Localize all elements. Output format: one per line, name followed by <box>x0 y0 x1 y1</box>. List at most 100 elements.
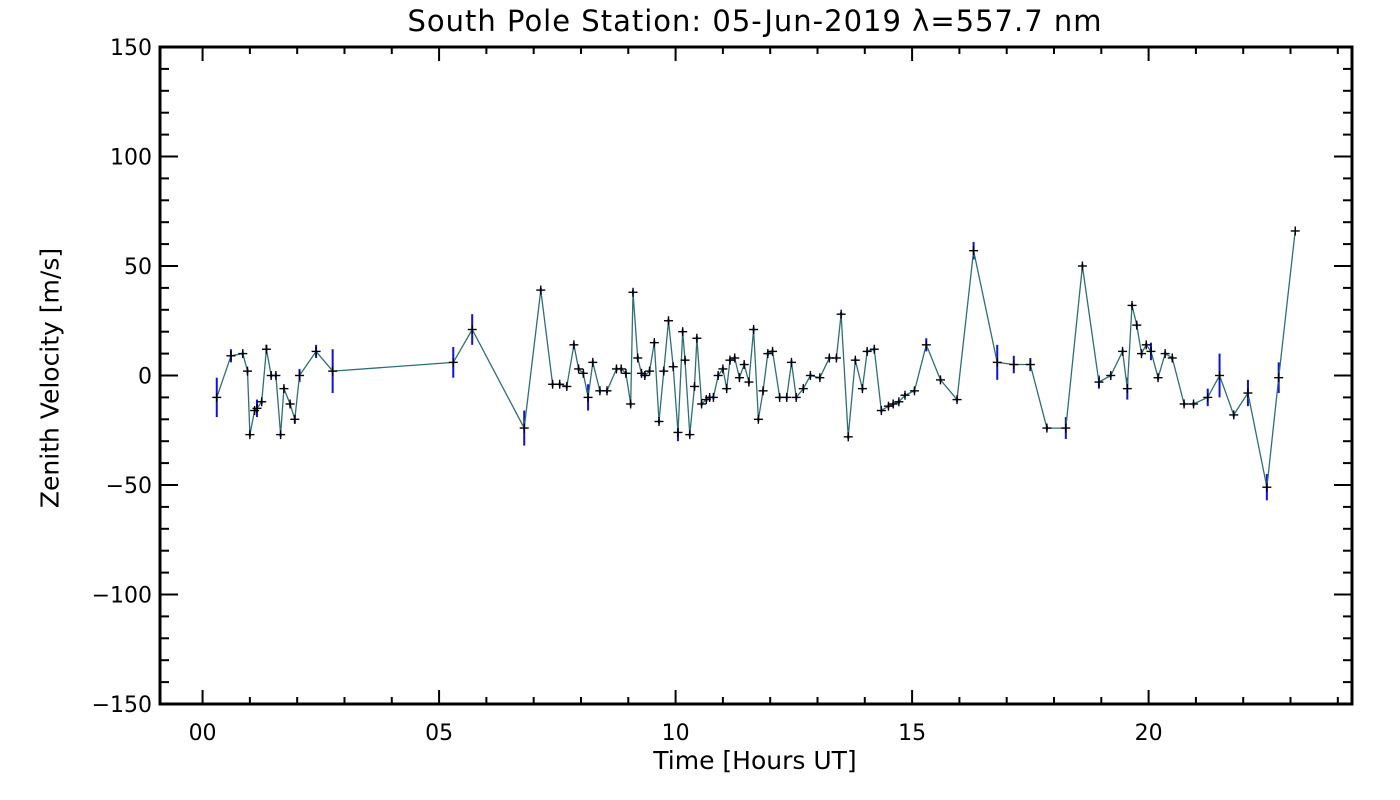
data-point <box>883 401 893 411</box>
error-bars <box>215 241 1280 501</box>
data-point <box>1153 373 1163 383</box>
data-point <box>685 430 695 440</box>
data-point <box>621 368 631 378</box>
data-point <box>628 287 638 297</box>
data-point <box>616 364 626 374</box>
y-tick-label: 100 <box>110 146 152 171</box>
data-point <box>1179 399 1189 409</box>
data-point <box>1274 373 1284 383</box>
data-point <box>1132 320 1142 330</box>
data-point <box>763 349 773 359</box>
x-tick-label: 05 <box>425 721 453 746</box>
data-point <box>1229 410 1239 420</box>
data-point <box>869 344 879 354</box>
data-point <box>753 414 763 424</box>
data-point <box>935 375 945 385</box>
data-point <box>758 386 768 396</box>
data-point <box>730 353 740 363</box>
data-point <box>569 340 579 350</box>
data-point <box>519 423 529 433</box>
data-point <box>900 390 910 400</box>
data-point <box>791 392 801 402</box>
x-tick-label: 10 <box>662 721 690 746</box>
y-tick-label: 0 <box>138 365 152 390</box>
data-point <box>744 377 754 387</box>
data-point <box>311 346 321 356</box>
y-tick-label: −50 <box>106 474 152 499</box>
data-point <box>894 397 904 407</box>
data-point <box>1141 340 1151 350</box>
data-point <box>659 366 669 376</box>
data-point <box>673 427 683 437</box>
data-point <box>798 384 808 394</box>
data-point <box>1215 371 1225 380</box>
data-point <box>782 392 792 402</box>
data-point <box>562 381 572 391</box>
data-point <box>876 406 886 416</box>
data-point <box>578 368 588 378</box>
data-point <box>1122 384 1132 394</box>
data-markers <box>212 226 1300 492</box>
data-point <box>831 353 841 363</box>
data-point <box>718 364 728 374</box>
series-line-group <box>216 230 1296 488</box>
y-tick-label: 50 <box>124 255 152 280</box>
data-point <box>261 344 271 354</box>
data-point <box>697 399 707 409</box>
data-point <box>749 325 759 335</box>
data-point <box>680 355 690 365</box>
x-tick-label: 20 <box>1135 721 1163 746</box>
data-point <box>1061 423 1071 433</box>
data-point <box>588 357 598 367</box>
data-point <box>862 346 872 356</box>
data-point <box>645 366 655 376</box>
data-point <box>805 371 815 380</box>
data-point <box>1262 482 1272 492</box>
series-line <box>216 230 1296 488</box>
data-point <box>1009 360 1019 370</box>
data-point <box>713 371 723 380</box>
data-point <box>734 373 744 383</box>
data-point <box>252 403 262 413</box>
data-point <box>786 357 796 367</box>
data-point <box>257 397 267 407</box>
data-point <box>888 399 898 409</box>
data-point <box>626 399 636 409</box>
data-point <box>722 384 732 394</box>
data-point <box>921 340 931 350</box>
data-point <box>909 386 919 396</box>
data-point <box>1127 300 1137 310</box>
data-point <box>226 351 236 361</box>
y-tick-label: −150 <box>92 693 152 718</box>
data-point <box>276 430 286 440</box>
data-point <box>725 355 735 365</box>
data-point <box>245 430 255 440</box>
data-point <box>448 357 458 367</box>
data-point <box>1167 353 1177 363</box>
data-point <box>290 414 300 424</box>
data-point <box>692 333 702 343</box>
data-point <box>1243 388 1253 398</box>
data-point <box>1106 371 1116 380</box>
data-point <box>602 386 612 396</box>
data-point <box>850 355 860 365</box>
data-point <box>678 327 688 337</box>
x-axis-label: Time [Hours UT] <box>653 746 857 775</box>
data-point <box>295 371 305 380</box>
data-point <box>857 384 867 394</box>
data-point <box>583 392 593 402</box>
data-point <box>271 371 281 380</box>
y-tick-label: 150 <box>110 36 152 61</box>
data-point <box>815 373 825 383</box>
data-point <box>969 246 979 256</box>
chart-title: South Pole Station: 05-Jun-2019 λ=557.7 … <box>407 4 1103 38</box>
data-point <box>536 285 546 295</box>
data-point <box>1025 360 1035 370</box>
data-point <box>574 364 584 374</box>
data-point <box>633 353 643 363</box>
data-point <box>1189 399 1199 409</box>
data-point <box>1203 392 1213 402</box>
axis-tick-labels: 00 05 10 15 20 −150 −100 −50 0 50 100 150 <box>92 36 1163 746</box>
data-point <box>555 379 565 389</box>
